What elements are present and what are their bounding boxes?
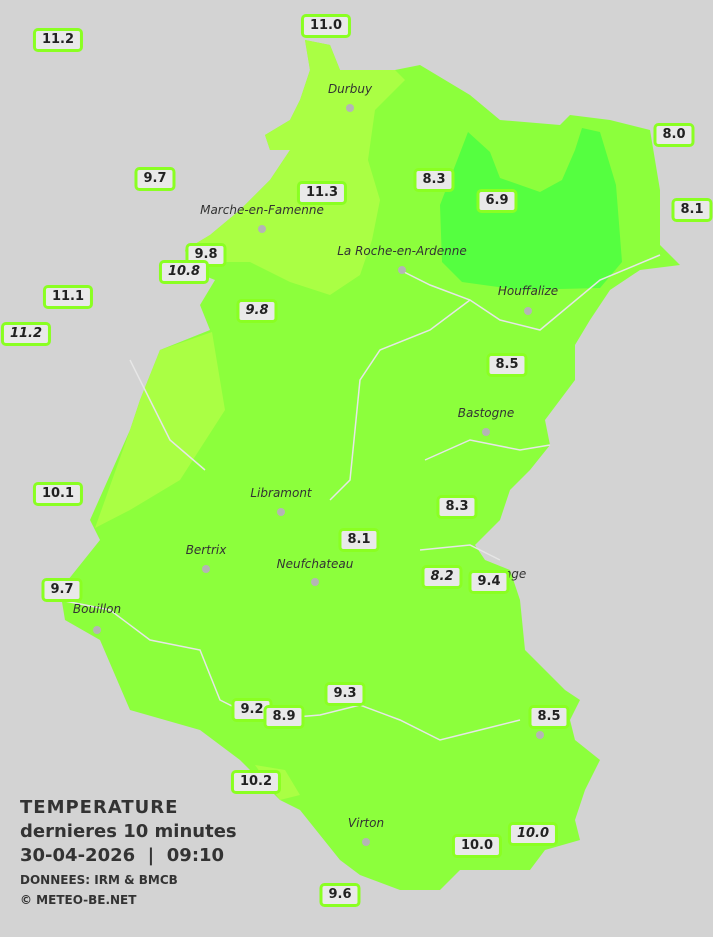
station-temperature-label[interactable]: 10.0: [451, 834, 503, 858]
station-temperature-label[interactable]: 11.0: [300, 14, 352, 38]
station-temperature-label[interactable]: 9.7: [134, 167, 176, 191]
station-temperature-label[interactable]: 10.8: [158, 260, 210, 284]
station-temperature-label[interactable]: 8.1: [338, 528, 380, 552]
station-temperature-label[interactable]: 9.6: [319, 883, 361, 907]
station-temperature-label[interactable]: 9.7: [41, 578, 83, 602]
legend-source: DONNEES: IRM & BMCB: [20, 873, 178, 887]
city-dot: [311, 578, 319, 586]
city-label: Durbuy: [327, 82, 373, 96]
station-temperature-label[interactable]: 9.8: [236, 299, 278, 323]
station-temperature-label[interactable]: 10.2: [230, 770, 282, 794]
city-dot: [202, 565, 210, 573]
station-temperature-label[interactable]: 8.2: [421, 565, 463, 589]
station-temperature-label[interactable]: 8.9: [263, 705, 305, 729]
city-dot: [482, 428, 490, 436]
city-label: Bastogne: [457, 406, 515, 420]
legend-copyright: © METEO-BE.NET: [20, 893, 137, 907]
warm-zone-west: [95, 332, 225, 528]
city-label: Libramont: [250, 486, 312, 500]
city-label: Virton: [347, 816, 385, 830]
city-label: Bertrix: [185, 543, 227, 557]
city-dot: [362, 838, 370, 846]
station-temperature-label[interactable]: 8.5: [528, 705, 570, 729]
legend-subtitle: dernieres 10 minutes: [20, 821, 237, 842]
city-label: La Roche-en-Ardenne: [337, 244, 467, 258]
legend-datetime: 30-04-2026 | 09:10: [20, 845, 225, 866]
station-temperature-label[interactable]: 9.4: [468, 570, 510, 594]
cool-zone-east: [440, 128, 622, 290]
station-temperature-label[interactable]: 6.9: [476, 189, 518, 213]
city-dot: [398, 266, 406, 274]
city-dot: [93, 626, 101, 634]
city-label: Houffalize: [497, 284, 559, 298]
station-temperature-label[interactable]: 9.3: [324, 682, 366, 706]
city-dot: [536, 731, 544, 739]
city-dot: [277, 508, 285, 516]
station-temperature-label[interactable]: 11.2: [32, 28, 84, 52]
station-temperature-label[interactable]: 11.1: [42, 285, 94, 309]
station-temperature-label[interactable]: 8.1: [671, 198, 713, 222]
station-temperature-label[interactable]: 8.3: [413, 168, 455, 192]
station-temperature-label[interactable]: 10.1: [32, 482, 84, 506]
city-label: Neufchateau: [276, 557, 354, 571]
city-label: Marche-en-Famenne: [200, 203, 324, 217]
station-temperature-label[interactable]: 8.0: [653, 123, 695, 147]
city-dot: [524, 307, 532, 315]
station-temperature-label[interactable]: 10.0: [507, 822, 559, 846]
city-label: Bouillon: [72, 602, 122, 616]
legend: TEMPERATURE dernieres 10 minutes 30-04-2…: [20, 796, 237, 910]
city-dot: [258, 225, 266, 233]
warm-zone-north: [185, 40, 405, 295]
city-dot: [346, 104, 354, 112]
legend-title: TEMPERATURE: [20, 797, 179, 818]
station-temperature-label[interactable]: 8.5: [486, 353, 528, 377]
station-temperature-label[interactable]: 11.3: [296, 181, 348, 205]
station-temperature-label[interactable]: 11.2: [0, 322, 52, 346]
station-temperature-label[interactable]: 8.3: [436, 495, 478, 519]
